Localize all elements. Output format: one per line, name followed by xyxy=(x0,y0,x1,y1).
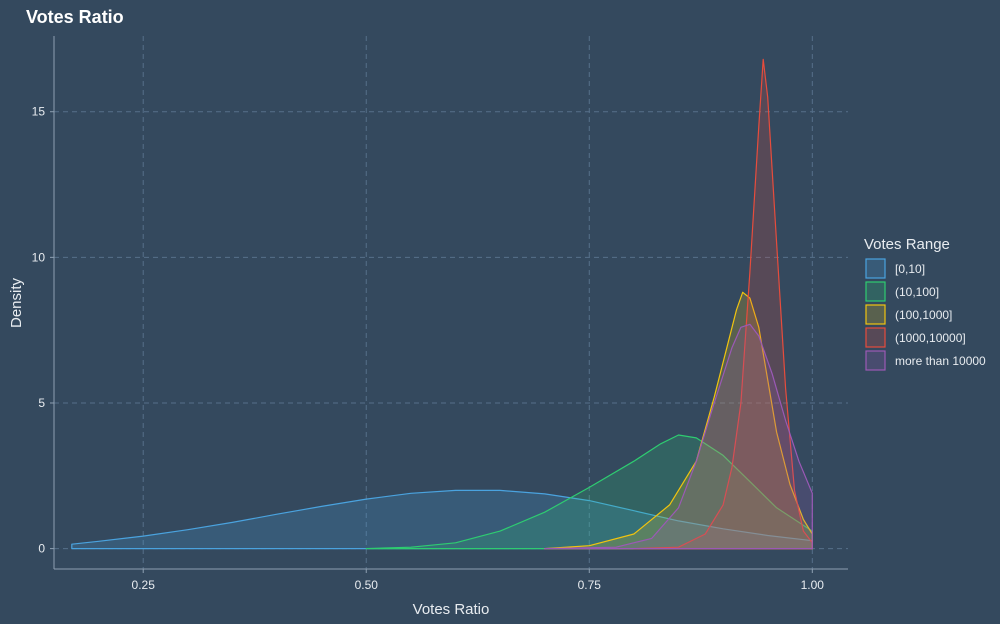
y-tick-label: 15 xyxy=(32,105,46,119)
y-tick-label: 0 xyxy=(38,542,45,556)
density-area-more-than-10000 xyxy=(544,323,813,550)
density-area-100-1000 xyxy=(544,291,813,550)
legend-label-0-10: [0,10] xyxy=(895,262,925,276)
x-tick-label: 0.50 xyxy=(355,578,379,592)
legend-title: Votes Range xyxy=(864,236,950,253)
legend-label-10-100: (10,100] xyxy=(895,285,939,299)
legend-label-100-1000: (100,1000] xyxy=(895,308,952,322)
axes: 0.25 0.50 0.75 1.00 0 5 10 15 xyxy=(32,36,848,592)
legend-key-0-10 xyxy=(865,258,886,279)
legend-label-more-than-10000: more than 10000 xyxy=(895,354,986,368)
density-area-10-100 xyxy=(365,434,813,550)
legend-label-1000-10000: (1000,10000] xyxy=(895,331,966,345)
legend-key-10-100 xyxy=(865,281,886,302)
density-area-0-10 xyxy=(71,489,813,550)
legend: Votes Range [0,10] (10,100] (100,1000] (100… xyxy=(864,236,986,371)
legend-key-100-1000 xyxy=(865,304,886,325)
x-tick-label: 1.00 xyxy=(801,578,825,592)
y-axis-title: Density xyxy=(8,277,25,328)
density-areas xyxy=(71,58,813,550)
legend-key-more-than-10000 xyxy=(865,350,886,371)
legend-key-1000-10000 xyxy=(865,327,886,348)
density-area-1000-10000 xyxy=(633,58,813,550)
x-axis-title: Votes Ratio xyxy=(413,601,490,618)
y-tick-label: 10 xyxy=(32,250,46,264)
chart-title: Votes Ratio xyxy=(26,7,124,27)
x-tick-label: 0.25 xyxy=(132,578,156,592)
y-tick-label: 5 xyxy=(38,396,45,410)
x-tick-label: 0.75 xyxy=(578,578,602,592)
